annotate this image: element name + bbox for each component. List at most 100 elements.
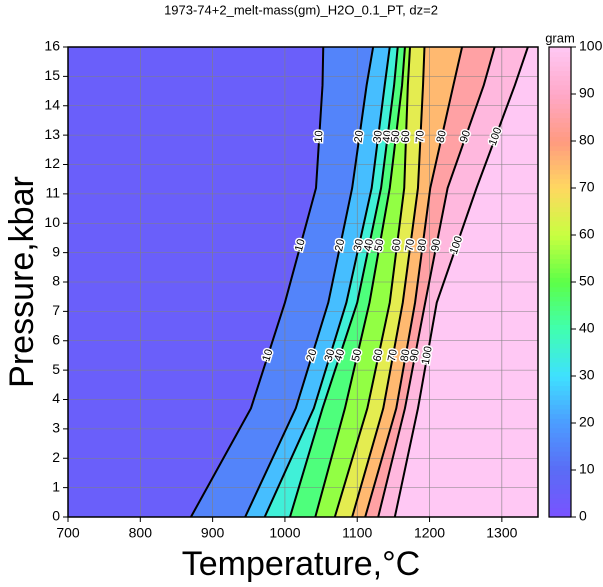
colorbar-cell [549, 263, 571, 269]
colorbar-cell [549, 357, 571, 363]
colorbar-tick-label: 60 [579, 226, 595, 242]
colorbar-cell [549, 427, 571, 433]
contour-label: 90 [429, 238, 443, 252]
contour-label: 50 [389, 130, 402, 144]
colorbar-cell [549, 253, 571, 260]
colorbar-tick-label: 10 [579, 461, 595, 477]
colorbar-cell [549, 385, 571, 391]
colorbar-cell [549, 126, 571, 133]
contour-label: 20 [304, 348, 319, 363]
colorbar-cell [549, 451, 571, 457]
contour-line [263, 47, 391, 517]
contour-label: 20 [333, 238, 347, 252]
x-tick-label: 1300 [486, 525, 517, 541]
colorbar-cell [549, 329, 571, 335]
y-tick-label: 8 [52, 273, 60, 289]
colorbar-label: gram [545, 30, 575, 45]
colorbar-cell [549, 418, 571, 424]
colorbar-cell [549, 484, 571, 490]
colorbar-cell [549, 371, 571, 377]
colorbar-cell [549, 235, 571, 241]
contour-band [245, 47, 390, 517]
y-tick-label: 14 [44, 96, 60, 112]
x-tick-label: 800 [129, 525, 153, 541]
colorbar-cell [549, 333, 571, 339]
x-tick-label: 1000 [269, 525, 300, 541]
colorbar-cell [549, 89, 571, 95]
colorbar-cell [549, 249, 571, 255]
colorbar-cell [549, 376, 571, 382]
colorbar-cell [549, 432, 571, 438]
colorbar-cell [549, 493, 571, 499]
colorbar-cell [549, 291, 571, 297]
colorbar-cell [549, 65, 571, 72]
colorbar-cell [549, 169, 571, 175]
colorbar-cell [549, 51, 571, 57]
colorbar-cell [549, 150, 571, 156]
colorbar-cell [549, 164, 571, 170]
colorbar-cell [549, 366, 571, 372]
colorbar-cell [549, 239, 571, 245]
colorbar-cell [549, 470, 571, 476]
x-tick-label: 900 [201, 525, 225, 541]
colorbar-cell [549, 79, 571, 86]
contour-label: 40 [362, 238, 376, 252]
colorbar-cell [549, 305, 571, 311]
y-tick-label: 10 [44, 214, 60, 230]
colorbar-cell [549, 159, 571, 166]
colorbar-cell [549, 117, 571, 123]
chart-title: 1973-74+2_melt-mass(gm)_H2O_0.1_PT, dz=2 [164, 2, 438, 17]
colorbar-cell [549, 296, 571, 302]
y-tick-label: 11 [45, 185, 60, 201]
y-tick-label: 3 [52, 420, 60, 436]
contour-label: 10 [313, 130, 326, 143]
colorbar-cell [549, 390, 571, 396]
contour-line [190, 47, 325, 517]
colorbar-cell [549, 338, 571, 344]
colorbar-tick-label: 90 [579, 85, 595, 101]
colorbar-cell [549, 155, 571, 161]
y-tick-label: 6 [52, 331, 60, 347]
y-tick-label: 12 [44, 155, 60, 171]
x-tick-label: 1200 [414, 525, 445, 541]
contour-label: 80 [435, 129, 449, 144]
colorbar-tick-label: 50 [579, 273, 595, 289]
colorbar-cell [549, 441, 571, 448]
colorbar-tick-label: 30 [579, 367, 595, 383]
colorbar-cell [549, 380, 571, 386]
contour-label: 10 [293, 238, 308, 253]
colorbar-cell [549, 488, 571, 495]
colorbar-cell [549, 75, 571, 81]
colorbar-cell [549, 173, 571, 180]
colorbar-cell [549, 446, 571, 452]
colorbar-tick-label: 0 [579, 508, 587, 524]
colorbar-cell [549, 84, 571, 90]
contour-label: 60 [400, 130, 412, 143]
contour-label: 40 [381, 130, 394, 144]
contour-line [333, 47, 412, 517]
colorbar-cell [549, 507, 571, 513]
colorbar-cell [549, 413, 571, 419]
colorbar-cell [549, 206, 571, 213]
colorbar-cell [549, 352, 571, 358]
contour-label: 90 [458, 129, 473, 145]
y-axis-label: Pressure,kbar [3, 176, 41, 388]
colorbar-cell [549, 408, 571, 415]
colorbar-cell [549, 300, 571, 307]
colorbar-cell [549, 216, 571, 222]
colorbar-tick-label: 70 [579, 179, 595, 195]
contour-line [314, 47, 406, 517]
colorbar-cell [549, 272, 571, 278]
y-tick-label: 4 [52, 390, 60, 406]
colorbar-cell [549, 437, 571, 443]
colorbar-cell [549, 404, 571, 410]
colorbar-cell [549, 211, 571, 217]
colorbar-cell [549, 183, 571, 189]
contours: 1010102020203030304040405050506060607070… [190, 47, 529, 517]
contour-label: 80 [416, 238, 430, 252]
y-tick-label: 15 [44, 67, 60, 83]
contour-label: 100 [420, 345, 435, 365]
colorbar-tick-label: 40 [579, 320, 595, 336]
colorbar-cell [549, 244, 571, 250]
contour-line [364, 47, 464, 517]
